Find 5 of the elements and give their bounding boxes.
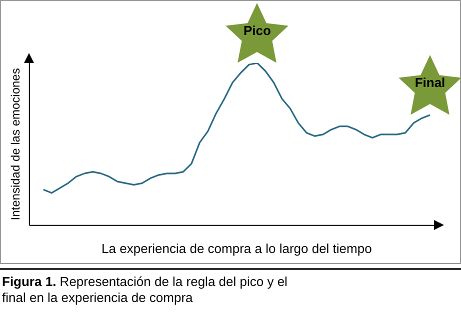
annotation: Final (414, 74, 446, 90)
annotation: Pico (242, 23, 272, 38)
y-axis-title: Intensidad de las emociones (8, 68, 23, 220)
x-axis-title: La experiencia de compra a lo largo del tiempo (102, 240, 372, 256)
text: Figura 1. Representación de la regla del pico y el final en la experiencia de compra (2, 274, 288, 305)
